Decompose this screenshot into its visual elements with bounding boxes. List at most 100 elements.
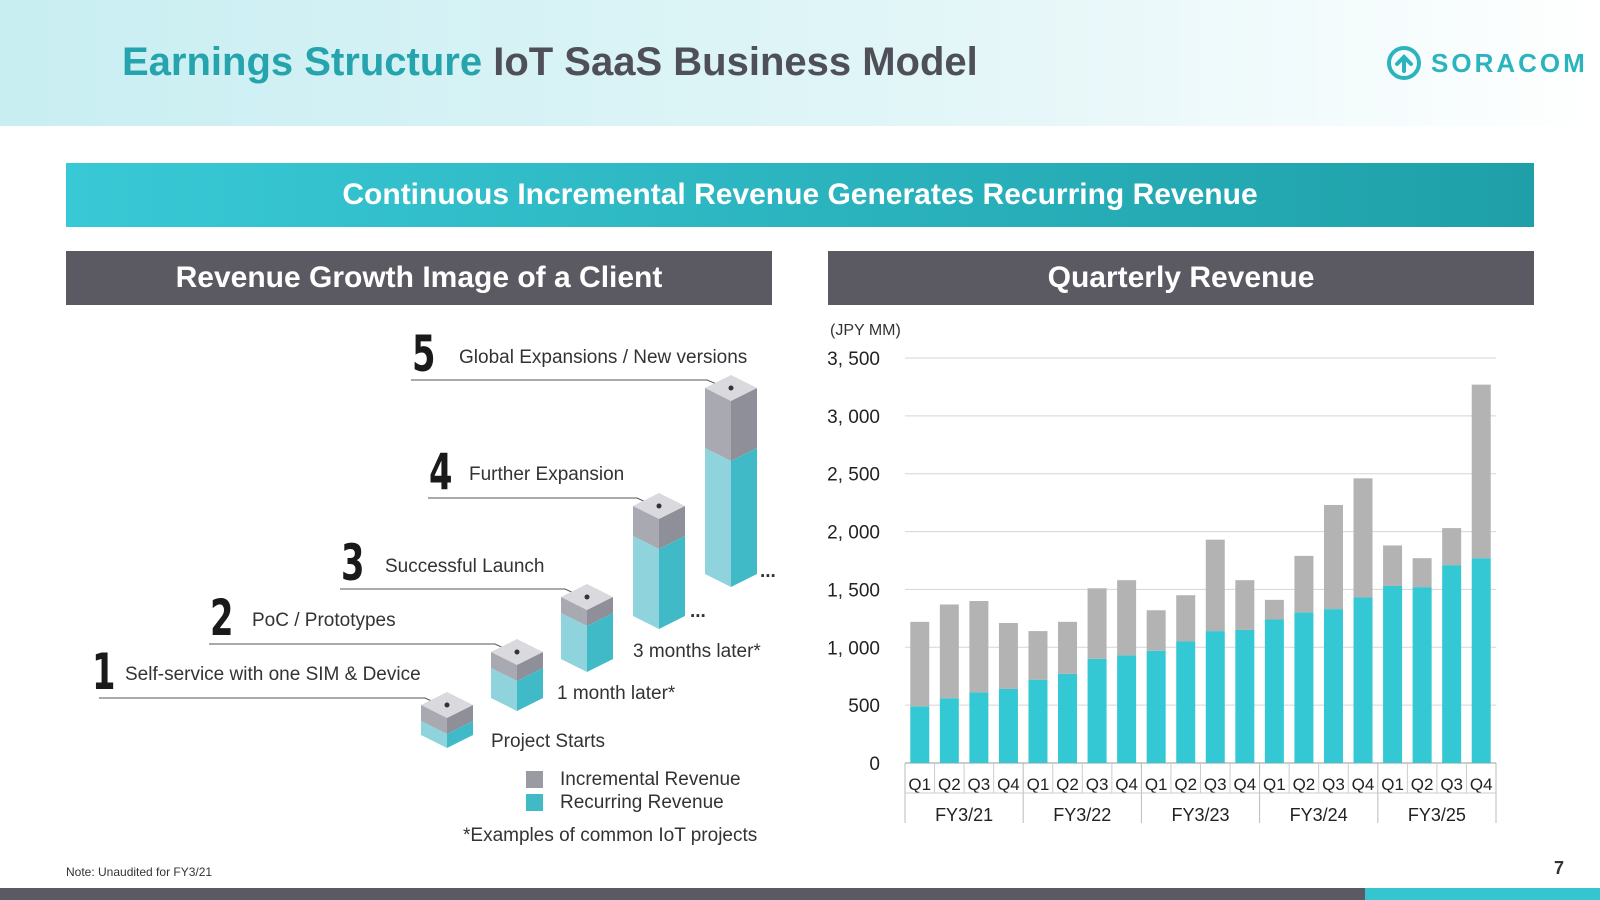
stage-1-block	[421, 692, 473, 748]
bar-segment	[1294, 612, 1314, 763]
stage-3-block	[561, 584, 613, 672]
right-panel-heading-text: Quarterly Revenue	[1047, 261, 1315, 294]
x-axis-ticks: Q1 Q2 Q3 Q4 Q1 Q2 Q3 Q4 Q1 Q2 Q3 Q4 Q1 Q2 Q3 Q4 Q1 Q2 Q3 Q4…	[904, 763, 1497, 825]
x-tick-label: Q4	[1233, 775, 1256, 794]
y-tick-label: 2, 000	[827, 523, 880, 544]
stage-4-label: Further Expansion	[469, 464, 625, 485]
x-tick-label: Q1	[908, 775, 931, 794]
bar-segment	[1146, 610, 1166, 651]
bar-segment	[1058, 621, 1078, 674]
stage-1-number: 1	[92, 643, 116, 701]
y-axis-ticks: 0 500 1, 000 1, 500 2, 000 2, 500 3, 000 3, 500	[827, 349, 880, 775]
y-tick-label: 1, 500	[827, 580, 880, 601]
x-group-label: FY3/21	[935, 805, 993, 825]
bar-segment	[1353, 597, 1373, 763]
stage-2-block	[491, 639, 543, 711]
logo-text: SORACOM	[1431, 47, 1588, 78]
bar-segment	[1383, 585, 1403, 763]
x-tick-label: Q3	[968, 775, 991, 794]
leader-line-3	[340, 588, 588, 600]
left-panel-heading-text: Revenue Growth Image of a Client	[175, 261, 663, 294]
bar-segment	[910, 706, 930, 763]
stage-3-number: 3	[341, 534, 365, 592]
x-group-label: FY3/24	[1290, 805, 1348, 825]
x-tick-label: Q2	[1411, 775, 1434, 794]
page-title: Earnings Structure IoT SaaS Business Mod…	[122, 40, 978, 85]
time-label-3-months: 3 months later*	[633, 641, 761, 662]
y-tick-label: 500	[848, 696, 880, 717]
x-tick-label: Q3	[1322, 775, 1345, 794]
bars	[910, 384, 1491, 763]
page-number: 7	[1554, 858, 1565, 878]
y-tick-label: 3, 000	[827, 407, 880, 428]
header-background	[0, 0, 1600, 126]
bar-segment	[969, 601, 989, 693]
growth-diagram	[99, 375, 757, 811]
x-tick-label: Q2	[1056, 775, 1079, 794]
footer-bar	[0, 888, 1365, 900]
x-group-label: FY3/25	[1408, 805, 1466, 825]
bar-segment	[969, 692, 989, 763]
bar-segment	[1117, 580, 1137, 656]
bar-segment	[998, 688, 1018, 763]
banner-text: Continuous Incremental Revenue Generates…	[342, 178, 1258, 211]
x-tick-label: Q3	[1086, 775, 1109, 794]
x-tick-label: Q1	[1027, 775, 1050, 794]
legend-swatch-incremental	[526, 771, 543, 788]
x-tick-label: Q1	[1145, 775, 1168, 794]
bar-segment	[998, 622, 1018, 689]
bar-segment	[1294, 555, 1314, 613]
headline-banner: Continuous Incremental Revenue Generates…	[66, 163, 1534, 227]
bar-segment	[1235, 629, 1255, 763]
bar-segment	[1087, 658, 1107, 763]
title-part-1: Earnings Structure	[122, 40, 483, 84]
leader-line-4	[428, 497, 660, 509]
bar-segment	[1471, 558, 1491, 763]
y-tick-label: 1, 000	[827, 638, 880, 659]
leader-line-5	[411, 379, 732, 391]
bar-segment	[1412, 587, 1432, 763]
time-label-1-month: 1 month later*	[557, 683, 676, 704]
stage-1-label: Self-service with one SIM & Device	[125, 664, 421, 685]
bar-segment	[1323, 504, 1343, 610]
y-tick-label: 0	[869, 754, 880, 775]
stage-5-block	[705, 375, 757, 587]
x-tick-label: Q2	[1174, 775, 1197, 794]
bar-segment	[1442, 565, 1462, 763]
ellipsis-stage-5: ...	[760, 561, 776, 582]
x-tick-label: Q1	[1381, 775, 1404, 794]
bar-segment	[1471, 384, 1491, 559]
title-part-2: IoT SaaS Business Model	[493, 40, 978, 84]
bar-segment	[1176, 595, 1196, 642]
y-tick-label: 2, 500	[827, 465, 880, 486]
footer-accent	[1365, 888, 1600, 900]
bar-segment	[1205, 631, 1225, 763]
ellipsis-stage-4: ...	[690, 601, 706, 622]
stage-4-block	[633, 493, 685, 629]
stage-3-label: Successful Launch	[385, 556, 545, 577]
soracom-logo: SORACOM	[1385, 44, 1588, 82]
quarterly-revenue-chart: (JPY MM) 0 500 1, 000 1, 500 2, 000 2, 500 3, …	[827, 322, 1497, 825]
unit-label: (JPY MM)	[830, 322, 901, 339]
soracom-logo-icon	[1387, 46, 1421, 80]
leader-line-2	[209, 643, 518, 655]
x-tick-label: Q3	[1204, 775, 1227, 794]
x-tick-label: Q4	[1470, 775, 1493, 794]
footnote: *Examples of common IoT projects	[463, 825, 758, 846]
x-tick-label: Q4	[997, 775, 1020, 794]
time-label-project-starts: Project Starts	[491, 731, 606, 752]
bar-segment	[1146, 650, 1166, 763]
legend-swatch-recurring	[526, 794, 543, 811]
bar-segment	[1176, 641, 1196, 763]
stage-5-number: 5	[412, 325, 436, 383]
x-tick-label: Q4	[1115, 775, 1138, 794]
footer-note: Note: Unaudited for FY3/21	[66, 865, 213, 879]
bar-segment	[1383, 545, 1403, 586]
bar-segment	[1323, 609, 1343, 763]
bar-segment	[939, 604, 959, 699]
bar-segment	[939, 698, 959, 763]
left-panel-heading: Revenue Growth Image of a Client	[66, 251, 772, 305]
stage-5-label: Global Expansions / New versions	[459, 347, 748, 368]
bar-segment	[1235, 580, 1255, 630]
bar-segment	[1442, 528, 1462, 566]
